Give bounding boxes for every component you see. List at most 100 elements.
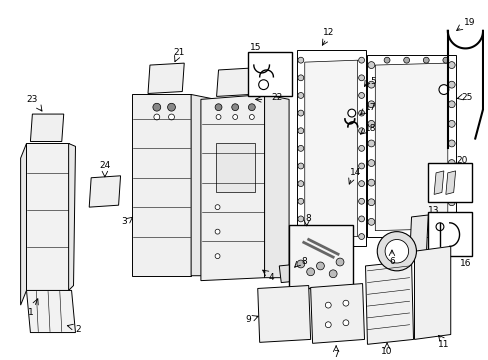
Circle shape [358, 181, 364, 186]
Text: 14: 14 [349, 168, 361, 177]
Text: 11: 11 [437, 340, 449, 349]
Circle shape [447, 219, 454, 225]
Circle shape [447, 81, 454, 88]
Text: 10: 10 [381, 347, 392, 356]
Circle shape [335, 258, 343, 266]
Circle shape [358, 57, 364, 63]
Circle shape [447, 199, 454, 206]
Circle shape [306, 268, 314, 276]
Polygon shape [304, 60, 357, 238]
Circle shape [367, 62, 374, 68]
Circle shape [384, 57, 389, 63]
Text: 20: 20 [456, 156, 467, 165]
Circle shape [447, 121, 454, 127]
Text: 22: 22 [271, 93, 283, 102]
Circle shape [248, 104, 255, 111]
Circle shape [168, 114, 174, 120]
Text: 16: 16 [459, 260, 470, 269]
Text: 15: 15 [249, 43, 261, 52]
Circle shape [358, 110, 364, 116]
Text: 4: 4 [268, 273, 274, 282]
Polygon shape [433, 171, 443, 194]
Circle shape [297, 57, 303, 63]
Circle shape [249, 114, 254, 120]
Circle shape [316, 262, 324, 270]
Polygon shape [68, 143, 75, 291]
Circle shape [423, 57, 428, 63]
Polygon shape [310, 284, 364, 343]
Circle shape [232, 114, 237, 120]
Circle shape [347, 109, 355, 117]
Circle shape [328, 270, 336, 278]
Circle shape [358, 93, 364, 98]
Circle shape [153, 103, 161, 111]
Circle shape [358, 75, 364, 81]
Text: 7: 7 [332, 350, 338, 359]
Bar [427, 163, 471, 202]
Text: 8: 8 [305, 215, 311, 224]
Polygon shape [264, 94, 288, 278]
Circle shape [297, 181, 303, 186]
Circle shape [297, 216, 303, 222]
Text: 23: 23 [27, 95, 38, 104]
Circle shape [447, 62, 454, 68]
Circle shape [358, 145, 364, 151]
Circle shape [215, 205, 220, 210]
Polygon shape [26, 291, 75, 333]
Text: 3: 3 [122, 217, 127, 226]
Circle shape [325, 322, 330, 328]
Polygon shape [132, 94, 191, 276]
Bar [215, 143, 254, 193]
Circle shape [215, 104, 222, 111]
Circle shape [358, 163, 364, 169]
Circle shape [215, 229, 220, 234]
Circle shape [376, 231, 416, 271]
Circle shape [297, 128, 303, 134]
Circle shape [258, 80, 268, 90]
Bar [247, 52, 291, 96]
Circle shape [297, 93, 303, 98]
Text: 24: 24 [99, 162, 110, 171]
Circle shape [438, 85, 448, 94]
Text: 12: 12 [322, 28, 333, 37]
Circle shape [435, 223, 443, 231]
Text: 21: 21 [173, 48, 184, 57]
Circle shape [367, 140, 374, 147]
Polygon shape [365, 261, 413, 344]
Polygon shape [445, 171, 455, 194]
Polygon shape [409, 215, 427, 258]
Text: 2: 2 [76, 325, 81, 334]
Circle shape [447, 159, 454, 166]
Circle shape [367, 179, 374, 186]
Circle shape [367, 159, 374, 166]
Circle shape [297, 163, 303, 169]
Polygon shape [30, 114, 63, 141]
Circle shape [367, 101, 374, 108]
Circle shape [154, 114, 160, 120]
Text: 1: 1 [27, 309, 33, 318]
Text: 18: 18 [364, 124, 375, 133]
Text: 17: 17 [364, 103, 375, 112]
Polygon shape [279, 264, 300, 283]
Polygon shape [366, 55, 455, 237]
Circle shape [342, 320, 348, 326]
Circle shape [358, 234, 364, 239]
Circle shape [447, 101, 454, 108]
Polygon shape [20, 143, 26, 305]
Bar [427, 212, 471, 256]
Circle shape [325, 302, 330, 308]
Bar [288, 225, 352, 288]
Polygon shape [374, 63, 447, 231]
Circle shape [297, 110, 303, 116]
Circle shape [367, 81, 374, 88]
Circle shape [297, 234, 303, 239]
Text: 6: 6 [388, 257, 394, 266]
Polygon shape [201, 94, 264, 281]
Circle shape [447, 179, 454, 186]
Circle shape [403, 57, 409, 63]
Circle shape [231, 104, 238, 111]
Polygon shape [296, 50, 365, 246]
Circle shape [216, 114, 221, 120]
Circle shape [367, 219, 374, 225]
Text: 5: 5 [370, 77, 375, 86]
